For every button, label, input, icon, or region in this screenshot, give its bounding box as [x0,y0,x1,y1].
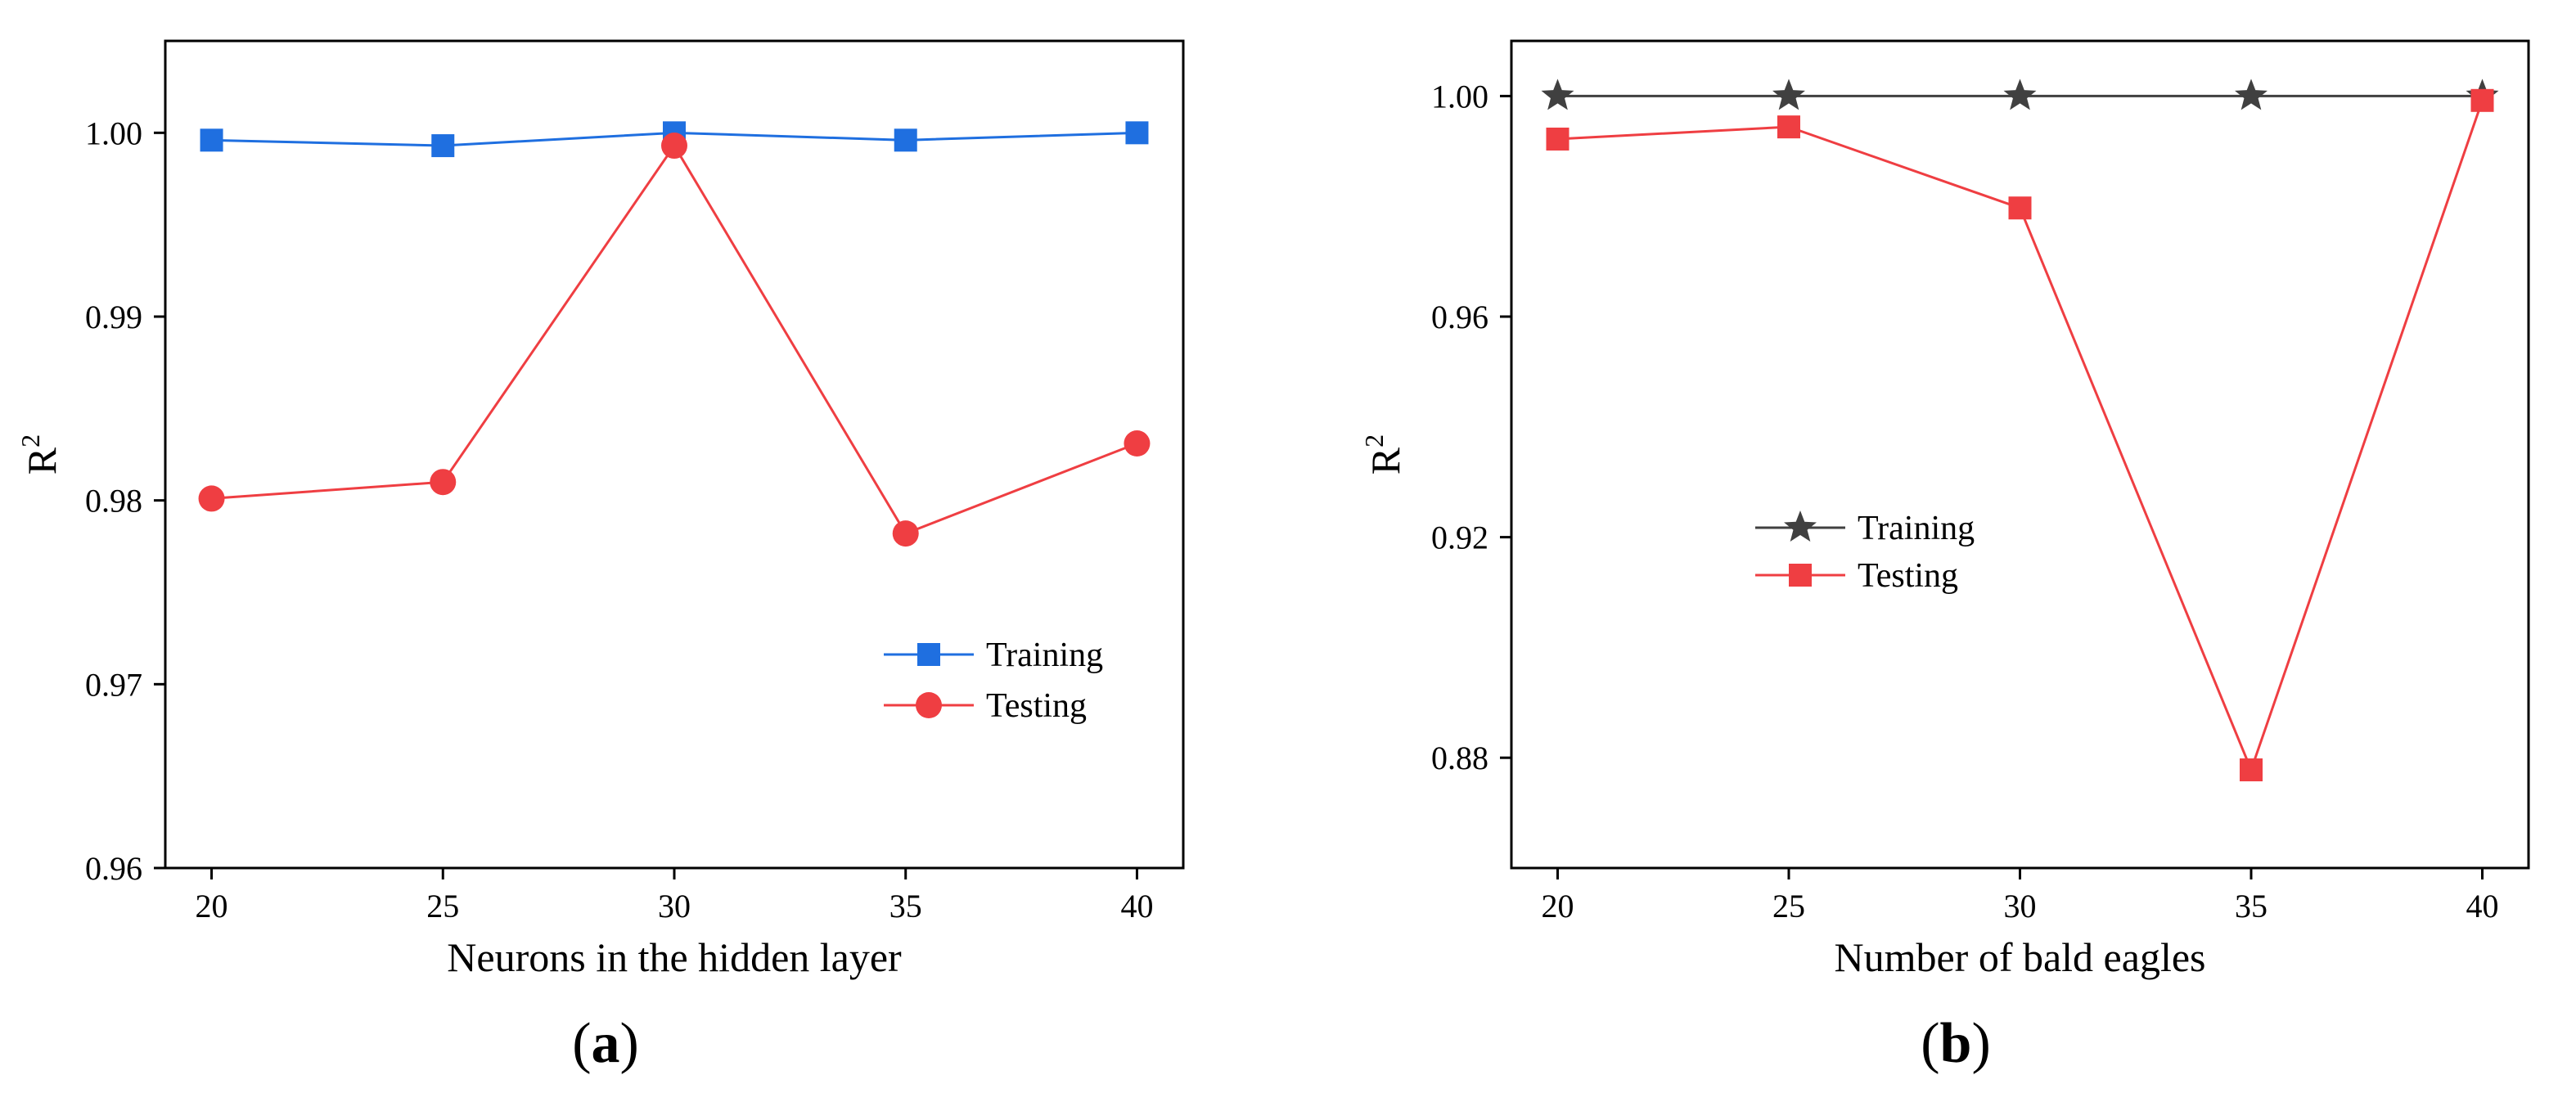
y-tick-label: 0.92 [1431,520,1488,556]
x-tick-label: 25 [1772,888,1805,924]
data-point [1124,430,1151,457]
data-point [1125,121,1149,145]
legend: Training Testing [1755,510,1975,595]
series-training [200,121,1149,158]
legend-label: Testing [986,687,1087,725]
data-point [1777,115,1800,139]
data-point [2240,758,2263,782]
y-tick-label: 0.98 [85,483,142,520]
data-point [894,128,917,152]
legend-marker [916,692,942,718]
y-axis-title-base: R [1362,447,1408,475]
y-tick-label: 0.88 [1431,740,1488,776]
panel-label-close: ) [620,1012,639,1075]
y-tick-label: 0.96 [1431,299,1488,335]
y-tick-label: 1.00 [85,115,142,151]
data-point [892,520,919,547]
y-axis-title: R2 [1359,434,1408,475]
x-tick-label: 30 [658,888,691,924]
x-axis-title: Number of bald eagles [1834,934,2205,980]
legend: Training Testing [884,636,1103,725]
series-line [211,143,1137,535]
legend-label: Testing [1858,557,1958,595]
series-testing [1546,88,2494,782]
y-axis-title-base: R [19,447,65,475]
y-axis-title-superscript: 2 [16,434,45,448]
data-point [430,469,457,496]
y-axis-title: R2 [16,434,65,475]
x-tick-label: 40 [2466,888,2499,924]
data-point [1546,127,1569,151]
data-point [661,133,687,160]
panel-label-letter: a [592,1012,620,1075]
panel-label-open: ( [1921,1012,1939,1075]
x-axis-title: Neurons in the hidden layer [447,934,902,980]
legend-marker [1784,511,1817,542]
plot-frame [164,39,1185,870]
y-tick-label: 0.97 [85,666,142,703]
data-point [431,134,455,158]
data-point [2235,79,2268,110]
data-point [198,485,225,512]
y-axis-title-superscript: 2 [1359,434,1389,448]
panel-label: (b) [1921,1012,1991,1075]
plot-frame [1510,39,2530,870]
panel-label-letter: b [1940,1012,1972,1075]
data-point [200,128,223,152]
data-point [2003,79,2037,110]
data-point [2470,88,2494,112]
x-tick-label: 20 [196,888,228,924]
chart-panel-b: 20 25 30 35 40 0.88 0.92 0.96 1.00 Number of bald… [1359,39,2530,1075]
legend-label: Training [986,636,1103,674]
data-point [1541,79,1574,110]
series-training [1541,79,2499,110]
y-tick-label: 0.96 [85,850,142,887]
data-point [1772,79,1805,110]
legend-label: Training [1858,510,1975,547]
panel-label: (a) [572,1012,639,1075]
legend-marker [1789,564,1812,587]
x-tick-label: 30 [2004,888,2037,924]
series-testing [198,133,1151,547]
x-tick-label: 25 [426,888,459,924]
x-tick-label: 40 [1120,888,1153,924]
y-tick-label: 1.00 [1431,78,1488,115]
panel-label-open: ( [572,1012,591,1075]
legend-marker [917,643,940,666]
x-tick-label: 35 [889,888,922,924]
x-tick-label: 20 [1542,888,1574,924]
chart-panel-a: 20 25 30 35 40 0.96 0.97 0.98 0.99 1.00 Neurons in… [16,39,1185,1075]
y-tick-label: 0.99 [85,299,142,335]
x-tick-label: 35 [2235,888,2268,924]
panel-label-close: ) [1971,1012,1990,1075]
data-point [2008,196,2032,220]
